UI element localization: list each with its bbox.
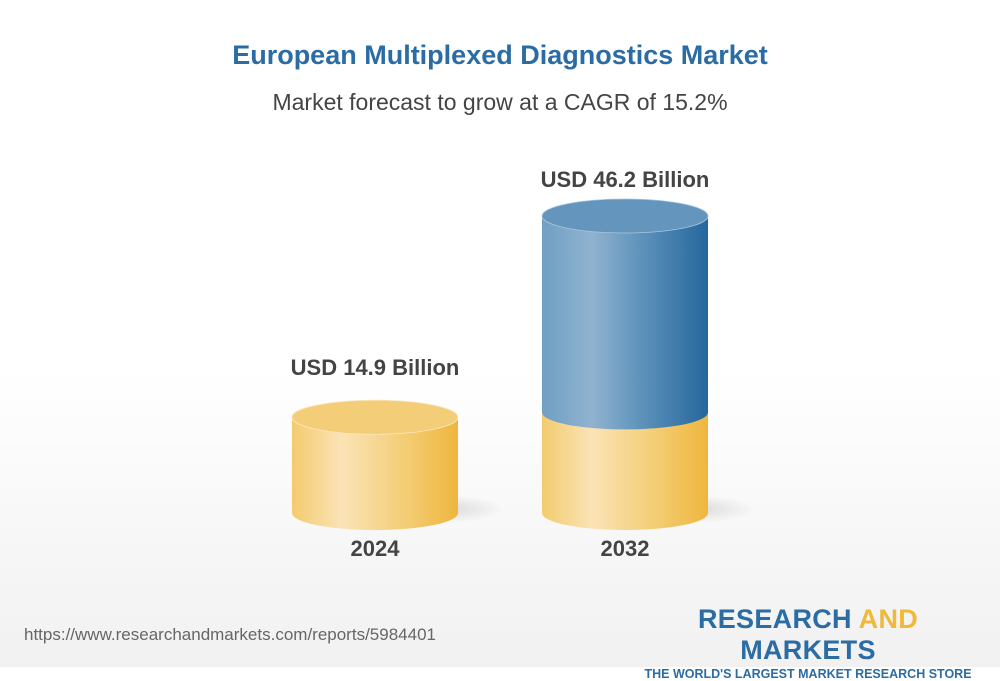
data-label-2032: USD 46.2 Billion: [541, 167, 710, 192]
category-label-2024: 2024: [351, 536, 401, 561]
logo-tagline: THE WORLD'S LARGEST MARKET RESEARCH STOR…: [644, 667, 972, 681]
research-and-markets-logo: RESEARCH AND MARKETS THE WORLD'S LARGEST…: [640, 604, 976, 681]
cylinder-top-2024: [291, 399, 459, 435]
report-url[interactable]: https://www.researchandmarkets.com/repor…: [24, 625, 436, 644]
cylinder-growth-segment-2032: [542, 199, 708, 430]
cylinder-body-2024: [292, 400, 458, 530]
cylinder-top-2032: [541, 198, 709, 234]
logo-markets: MARKETS: [740, 635, 876, 665]
chart-title: European Multiplexed Diagnostics Market: [232, 40, 768, 70]
data-label-2024: USD 14.9 Billion: [291, 355, 460, 380]
logo-and: AND: [858, 604, 919, 634]
logo-research: RESEARCH: [697, 604, 859, 634]
cylinder-chart: USD 14.9 Billion USD 46.2 Billion 2024 2…: [291, 167, 755, 561]
chart-subtitle: Market forecast to grow at a CAGR of 15.…: [272, 89, 728, 115]
category-label-2032: 2032: [601, 536, 650, 561]
cylinder-base-segment-2032: [542, 395, 708, 530]
